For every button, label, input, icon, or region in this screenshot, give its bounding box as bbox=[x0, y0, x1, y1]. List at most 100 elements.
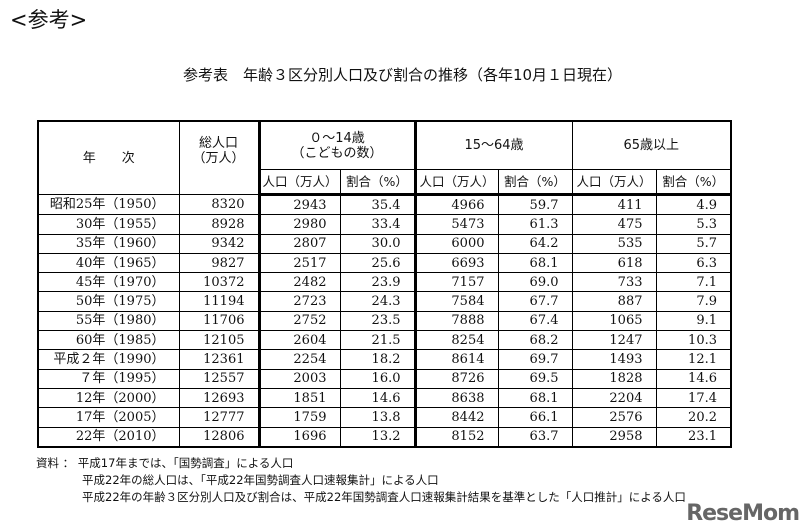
value-cell: 13.8 bbox=[339, 407, 416, 428]
value-cell: 12557 bbox=[178, 368, 260, 389]
reference-heading: <参考> bbox=[10, 8, 88, 32]
header-age-0-14: ０～14歳 （こどもの数） bbox=[257, 120, 416, 170]
value-cell: 411 bbox=[571, 193, 657, 216]
value-cell: 23.9 bbox=[339, 272, 416, 293]
value-cell: 1759 bbox=[257, 407, 341, 428]
value-cell: 475 bbox=[571, 214, 657, 235]
value-cell: 8726 bbox=[413, 368, 499, 389]
value-cell: 2752 bbox=[257, 310, 341, 332]
value-cell: 2003 bbox=[257, 368, 341, 389]
header-total-line1: 総人口 bbox=[198, 136, 238, 151]
value-cell: 1851 bbox=[257, 387, 341, 409]
value-cell: 11706 bbox=[178, 310, 260, 332]
value-cell: 4.9 bbox=[655, 193, 732, 216]
value-cell: 1828 bbox=[571, 368, 657, 389]
table-row: 60年（1985） 12105 2604 21.5 8254 68.2 1247 10.3 bbox=[37, 330, 732, 351]
source-notes: 資料 ： 平成17年までは、「国勢調査」による人口 平成22年の総人口は、「平成… bbox=[36, 455, 686, 506]
value-cell: 61.3 bbox=[497, 214, 573, 235]
value-cell: 5.3 bbox=[655, 214, 732, 235]
header-pop: 人口（万人） bbox=[413, 169, 499, 196]
value-cell: 67.7 bbox=[497, 291, 573, 312]
year-cell: 22年（2010） bbox=[37, 426, 180, 448]
value-cell: 12105 bbox=[178, 330, 260, 351]
value-cell: 64.2 bbox=[497, 233, 573, 254]
value-cell: 8928 bbox=[178, 214, 260, 235]
header-pop: 人口（万人） bbox=[257, 169, 341, 196]
table-row: 平成２年（1990） 12361 2254 18.2 8614 69.7 1493 12.1 bbox=[37, 349, 732, 370]
note-line: 平成22年の総人口は、「平成22年国勢調査人口速報集計」による人口 bbox=[82, 473, 439, 487]
value-cell: 9342 bbox=[178, 233, 260, 254]
value-cell: 12777 bbox=[178, 407, 260, 428]
resemom-logo: ReseMom bbox=[686, 501, 800, 526]
table-row: 50年（1975） 11194 2723 24.3 7584 67.7 887 7.9 bbox=[37, 291, 732, 312]
value-cell: 7888 bbox=[413, 310, 499, 332]
header-total: 総人口 （万人） bbox=[178, 120, 260, 195]
value-cell: 59.7 bbox=[497, 193, 573, 216]
value-cell: 7.9 bbox=[655, 291, 732, 312]
table-title: 参考表 年齢３区分別人口及び割合の推移（各年10月１日現在） bbox=[182, 66, 623, 84]
table-row: ７年（1995） 12557 2003 16.0 8726 69.5 1828 14.6 bbox=[37, 368, 732, 389]
year-cell: 40年（1965） bbox=[37, 252, 180, 274]
value-cell: 14.6 bbox=[339, 387, 416, 409]
value-cell: 6.3 bbox=[655, 252, 732, 274]
header-age-0-14-line1: ０～14歳 bbox=[309, 130, 365, 146]
value-cell: 1493 bbox=[571, 349, 657, 370]
note-line: 平成22年の年齢３区分別人口及び割合は、平成22年国勢調査人口速報集計結果を基準… bbox=[82, 490, 686, 504]
value-cell: 2254 bbox=[257, 349, 341, 370]
value-cell: 6000 bbox=[413, 233, 499, 254]
value-cell: 2482 bbox=[257, 272, 341, 293]
value-cell: 69.7 bbox=[497, 349, 573, 370]
value-cell: 13.2 bbox=[339, 426, 416, 448]
value-cell: 2958 bbox=[571, 426, 657, 448]
value-cell: 25.6 bbox=[339, 252, 416, 274]
population-table: 年 次 総人口 （万人） ０～14歳 （こどもの数） 15～64歳 65歳以上 … bbox=[37, 120, 732, 448]
table-row: 55年（1980） 11706 2752 23.5 7888 67.4 1065 9.1 bbox=[37, 310, 732, 332]
value-cell: 12361 bbox=[178, 349, 260, 370]
value-cell: 733 bbox=[571, 272, 657, 293]
value-cell: 66.1 bbox=[497, 407, 573, 428]
value-cell: 68.1 bbox=[497, 387, 573, 409]
header-year: 年 次 bbox=[37, 120, 180, 195]
year-cell: 60年（1985） bbox=[37, 330, 180, 351]
value-cell: 2604 bbox=[257, 330, 341, 351]
value-cell: 535 bbox=[571, 233, 657, 254]
year-cell: 35年（1960） bbox=[37, 233, 180, 254]
value-cell: 12.1 bbox=[655, 349, 732, 370]
value-cell: 21.5 bbox=[339, 330, 416, 351]
value-cell: 2204 bbox=[571, 387, 657, 409]
value-cell: 4966 bbox=[413, 193, 499, 216]
value-cell: 1247 bbox=[571, 330, 657, 351]
table-row: 17年（2005） 12777 1759 13.8 8442 66.1 2576 20.2 bbox=[37, 407, 732, 428]
value-cell: 5.7 bbox=[655, 233, 732, 254]
value-cell: 887 bbox=[571, 291, 657, 312]
value-cell: 23.1 bbox=[655, 426, 732, 448]
value-cell: 12806 bbox=[178, 426, 260, 448]
value-cell: 67.4 bbox=[497, 310, 573, 332]
value-cell: 10372 bbox=[178, 272, 260, 293]
value-cell: 17.4 bbox=[655, 387, 732, 409]
value-cell: 23.5 bbox=[339, 310, 416, 332]
value-cell: 2517 bbox=[257, 252, 341, 274]
header-age-0-14-line2: （こどもの数） bbox=[291, 145, 383, 161]
value-cell: 9.1 bbox=[655, 310, 732, 332]
value-cell: 1065 bbox=[571, 310, 657, 332]
value-cell: 8320 bbox=[178, 193, 260, 216]
year-cell: 45年（1970） bbox=[37, 272, 180, 293]
value-cell: 9827 bbox=[178, 252, 260, 274]
value-cell: 618 bbox=[571, 252, 657, 274]
year-cell: 12年（2000） bbox=[37, 387, 180, 409]
value-cell: 63.7 bbox=[497, 426, 573, 448]
value-cell: 24.3 bbox=[339, 291, 416, 312]
value-cell: 1696 bbox=[257, 426, 341, 448]
year-cell: 17年（2005） bbox=[37, 407, 180, 428]
value-cell: 7.1 bbox=[655, 272, 732, 293]
year-cell: ７年（1995） bbox=[37, 368, 180, 389]
value-cell: 18.2 bbox=[339, 349, 416, 370]
value-cell: 69.5 bbox=[497, 368, 573, 389]
value-cell: 8614 bbox=[413, 349, 499, 370]
value-cell: 16.0 bbox=[339, 368, 416, 389]
header-ratio: 割合（%） bbox=[497, 169, 573, 196]
value-cell: 2980 bbox=[257, 214, 341, 235]
value-cell: 8152 bbox=[413, 426, 499, 448]
value-cell: 5473 bbox=[413, 214, 499, 235]
